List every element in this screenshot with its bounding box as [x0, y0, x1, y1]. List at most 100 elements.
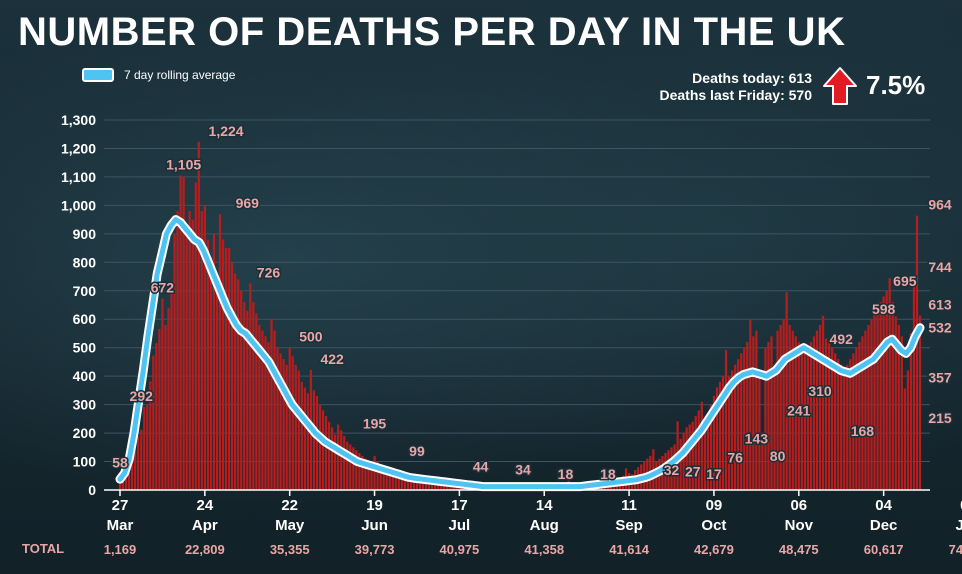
- daily-bar: [264, 336, 267, 490]
- daily-bar: [367, 461, 370, 490]
- daily-bar: [140, 429, 143, 490]
- data-label: 1,224: [209, 123, 244, 139]
- daily-bar: [243, 302, 246, 490]
- daily-bar: [176, 211, 179, 491]
- y-tick-label: 300: [73, 397, 97, 413]
- x-tick-month: Sep: [615, 517, 643, 534]
- daily-bar: [827, 342, 831, 490]
- daily-bar: [252, 302, 255, 490]
- total-value: 40,975: [440, 542, 480, 557]
- daily-bar: [409, 477, 413, 490]
- daily-bar: [915, 215, 919, 490]
- data-label: 34: [515, 461, 531, 477]
- daily-bar: [358, 453, 361, 490]
- data-label: 17: [706, 466, 722, 482]
- daily-bar: [703, 418, 706, 490]
- y-tick-label: 200: [73, 425, 97, 441]
- daily-bar: [761, 442, 764, 490]
- daily-bar: [400, 475, 403, 490]
- daily-bar: [794, 336, 797, 490]
- daily-bar: [376, 461, 379, 490]
- daily-bar: [840, 364, 843, 490]
- legend-label: 7 day rolling average: [124, 68, 236, 82]
- y-tick-label: 100: [73, 454, 97, 470]
- daily-bar: [355, 450, 358, 490]
- up-arrow-icon: [823, 67, 857, 105]
- daily-bar: [767, 342, 770, 490]
- daily-bar: [334, 434, 337, 490]
- daily-bar: [843, 370, 846, 490]
- daily-bar: [861, 336, 864, 490]
- x-tick-month: Aug: [530, 517, 559, 534]
- daily-bar: [718, 381, 722, 490]
- daily-bar: [388, 472, 391, 490]
- x-tick-month: May: [275, 517, 305, 534]
- daily-bar: [194, 182, 197, 490]
- data-label: 598: [872, 301, 896, 317]
- daily-bar: [849, 359, 852, 490]
- data-label: 18: [600, 466, 616, 482]
- daily-bar: [179, 175, 182, 490]
- daily-bar: [240, 290, 243, 490]
- data-label: 726: [257, 264, 281, 280]
- daily-bar: [197, 141, 200, 490]
- daily-bar: [894, 316, 897, 490]
- daily-bar: [824, 338, 828, 490]
- daily-bar: [803, 353, 806, 490]
- data-label: 964: [928, 197, 952, 213]
- daily-bar: [415, 477, 419, 490]
- x-tick-day: 01: [960, 497, 962, 514]
- daily-bar: [897, 324, 900, 490]
- daily-bar: [206, 239, 210, 490]
- daily-bar: [340, 430, 343, 490]
- daily-bar: [149, 381, 152, 490]
- data-label: 613: [928, 297, 952, 313]
- daily-bar: [134, 449, 137, 490]
- daily-bar: [127, 463, 131, 490]
- daily-bar: [815, 330, 819, 490]
- daily-bar: [337, 424, 340, 490]
- daily-bar: [224, 248, 228, 490]
- data-label: 969: [236, 195, 260, 211]
- daily-bar: [403, 476, 406, 490]
- x-tick-month: Jul: [449, 517, 471, 534]
- data-label: 310: [808, 383, 832, 399]
- daily-bar: [137, 436, 140, 490]
- daily-bar: [164, 324, 167, 490]
- daily-bar: [709, 404, 713, 490]
- daily-bar: [809, 342, 813, 490]
- rolling-average-outline: [115, 215, 925, 492]
- daily-bar: [758, 376, 761, 490]
- legend-line-swatch: [82, 68, 114, 82]
- total-value: 41,614: [609, 542, 650, 557]
- y-tick-label: 800: [73, 254, 97, 270]
- data-label: 672: [151, 280, 175, 296]
- daily-bar: [876, 307, 879, 490]
- daily-bar: [424, 479, 428, 490]
- data-label: 32: [664, 462, 680, 478]
- daily-bar: [737, 359, 740, 490]
- totals-label: TOTAL: [22, 541, 65, 556]
- data-label: 215: [928, 410, 952, 426]
- daily-bar: [806, 347, 810, 490]
- daily-bar: [724, 349, 728, 490]
- data-label: 612: [928, 297, 952, 313]
- daily-bar: [730, 370, 734, 490]
- daily-bar: [694, 416, 697, 490]
- daily-bar: [837, 359, 840, 490]
- x-tick-day: 14: [536, 497, 553, 514]
- data-label: 44: [473, 458, 489, 474]
- data-label: 492: [830, 331, 854, 347]
- data-label: 241: [787, 402, 811, 418]
- daily-bar: [882, 296, 885, 490]
- daily-bar: [270, 319, 273, 490]
- daily-bar: [312, 390, 316, 490]
- daily-bar: [727, 376, 731, 490]
- daily-bar: [679, 438, 682, 490]
- rolling-average-line: [115, 215, 925, 492]
- data-label: 292: [130, 388, 154, 404]
- total-value: 48,475: [779, 542, 819, 557]
- daily-bar: [361, 455, 364, 490]
- daily-bar: [218, 214, 222, 490]
